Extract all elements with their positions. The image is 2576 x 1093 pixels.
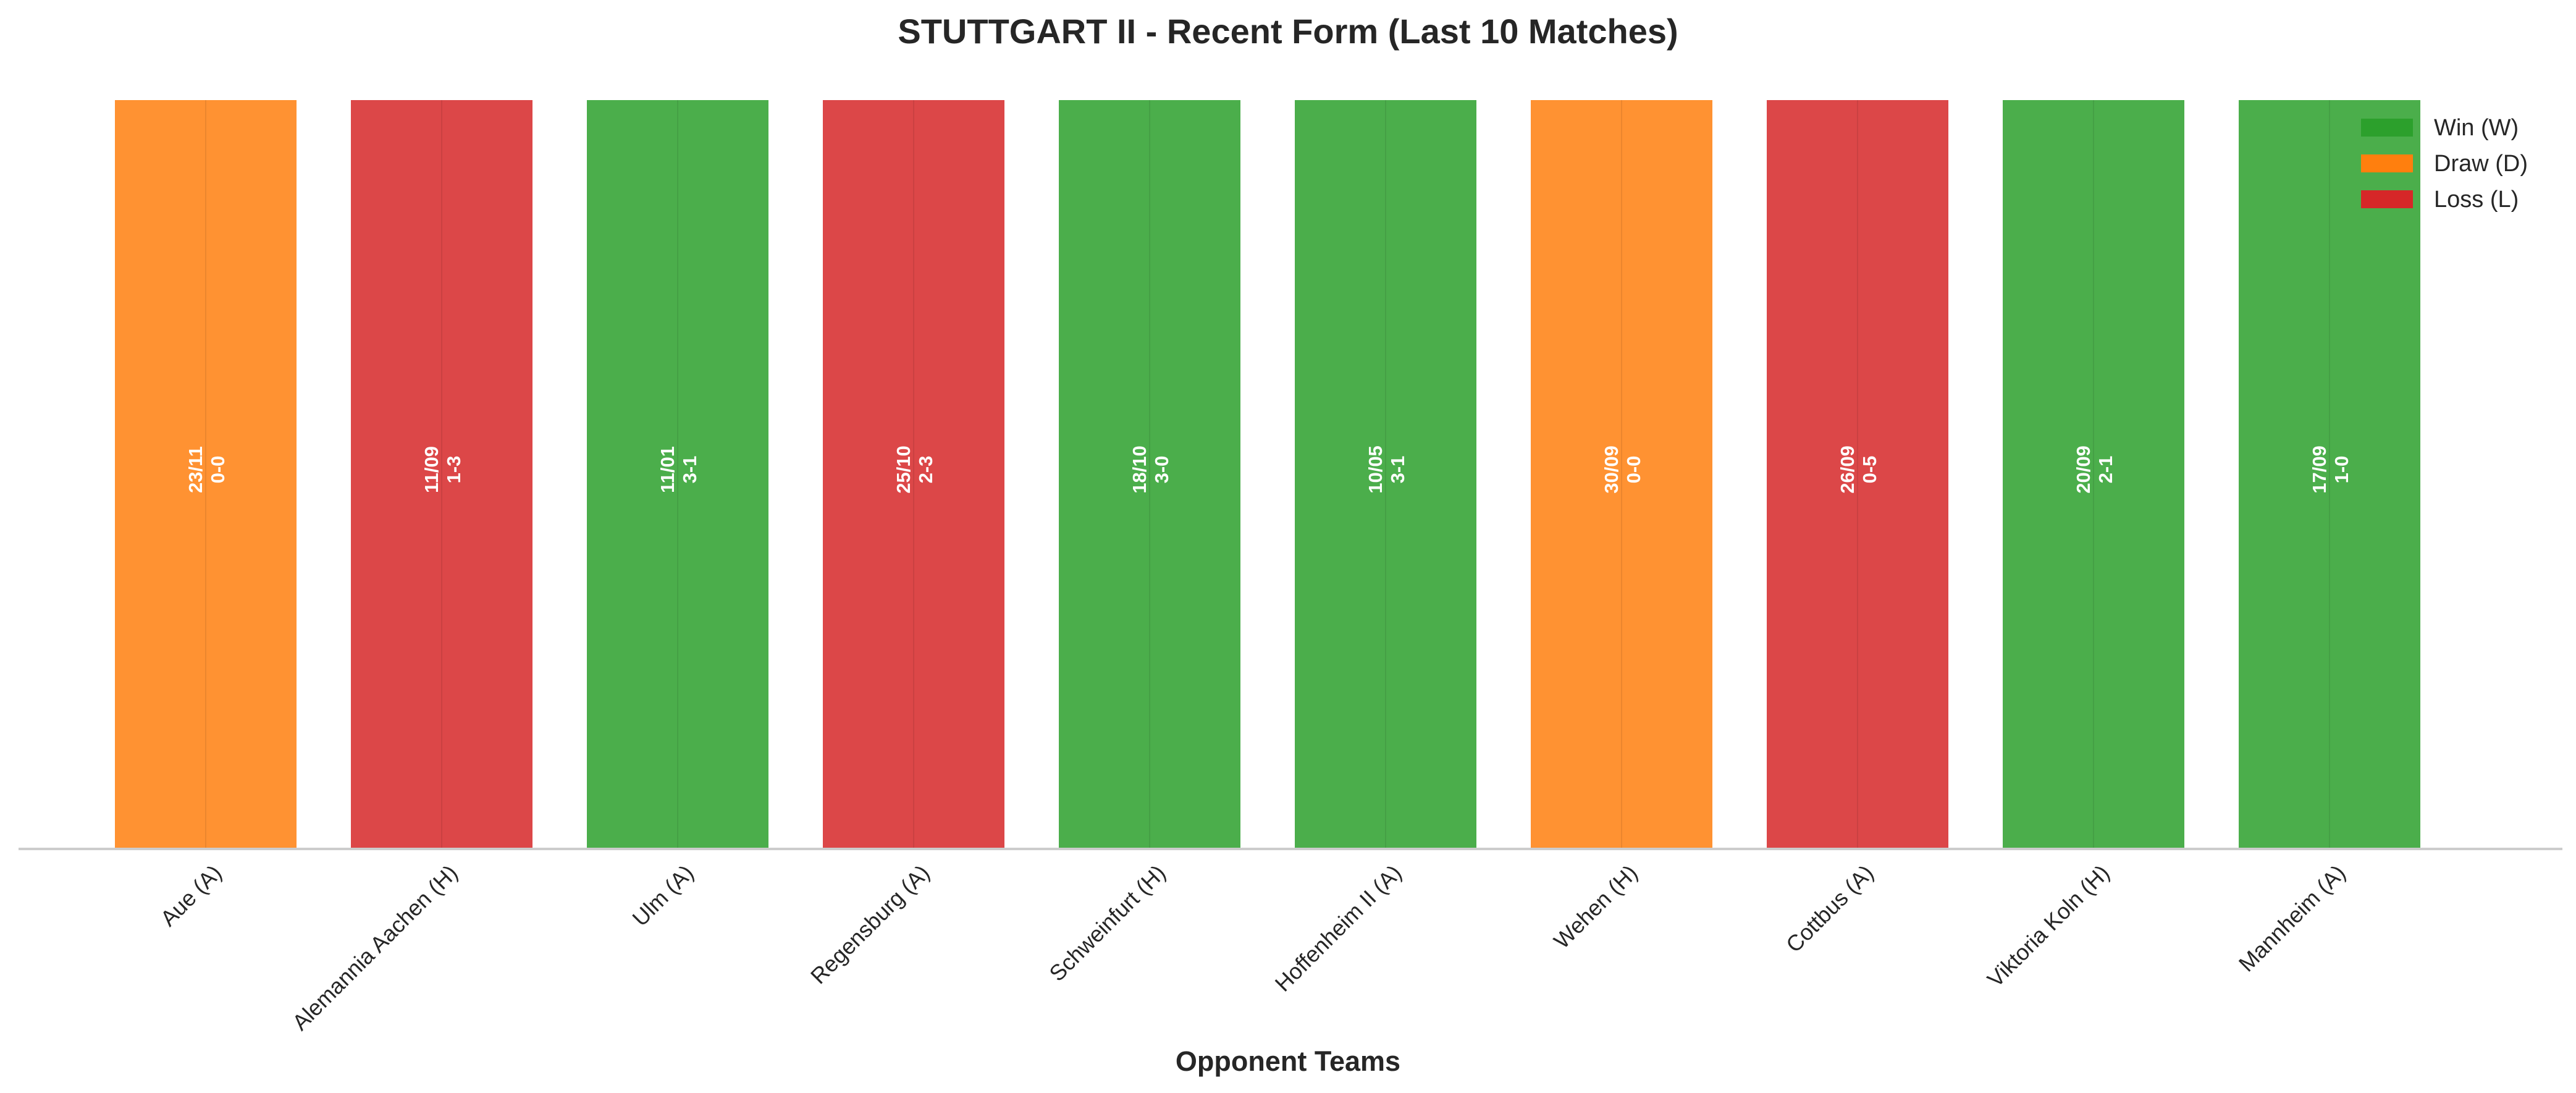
legend-swatch-W: [2361, 119, 2413, 137]
bar-date-label: 23/11: [185, 446, 206, 493]
bar-score-label: 3-0: [1151, 456, 1172, 484]
bar-date-label: 25/10: [893, 445, 914, 494]
bar-label-8: 20/09 2-1: [2073, 445, 2116, 494]
bar-date-label: 20/09: [2073, 445, 2094, 494]
bar-score-label: 1-0: [2331, 456, 2352, 484]
bar-label-6: 30/09 0-0: [1601, 445, 1644, 494]
bar-score-label: 2-1: [2095, 456, 2116, 484]
x-tick-label: Viktoria Koln (H): [1982, 860, 2115, 992]
x-tick-label: Ulm (A): [627, 860, 698, 931]
legend-label: Win (W): [2434, 115, 2519, 141]
bar-label-9: 17/09 1-0: [2309, 445, 2352, 494]
x-tick-label: Hoffenheim II (A): [1270, 860, 1407, 997]
legend-label: Draw (D): [2434, 151, 2528, 177]
bar-date-label: 26/09: [1837, 445, 1858, 494]
bar-label-2: 11/01 3-1: [657, 446, 701, 493]
bar-label-1: 11/09 1-3: [421, 446, 465, 493]
x-tick-label: Regensburg (A): [806, 860, 935, 989]
x-tick-label: Wehen (H): [1549, 860, 1643, 954]
bar-2: [584, 98, 771, 850]
bar-score-label: 3-1: [679, 456, 701, 484]
legend-swatch-D: [2361, 154, 2413, 172]
x-tick-labels: Aue (A) Alemannia Aachen (H) Ulm (A) Regens…: [155, 860, 2350, 1036]
bars-layer: 23/11 0-0 11/09 1-3 11/01 3-1 25/10 2-3 18/10 3-0…: [112, 98, 2423, 850]
bar-label-7: 26/09 0-5: [1837, 445, 1880, 494]
bar-3: [820, 98, 1007, 850]
bar-date-label: 30/09: [1601, 445, 1622, 494]
x-tick-label: Cottbus (A): [1781, 860, 1879, 958]
bar-5: [1292, 98, 1479, 850]
bar-score-label: 0-5: [1859, 456, 1880, 484]
bar-score-label: 2-3: [915, 456, 937, 484]
legend-swatch-L: [2361, 190, 2413, 208]
bar-label-5: 10/05 3-1: [1365, 445, 1408, 494]
bar-date-label: 17/09: [2309, 445, 2330, 494]
chart-title: STUTTGART II - Recent Form (Last 10 Matc…: [898, 12, 1678, 51]
x-tick-label: Schweinfurt (H): [1044, 860, 1170, 986]
bar-date-label: 11/09: [421, 446, 442, 493]
bar-score-label: 3-1: [1387, 456, 1408, 484]
x-tick-label: Aue (A): [155, 860, 226, 931]
bar-4: [1056, 98, 1243, 850]
bar-label-3: 25/10 2-3: [893, 445, 937, 494]
bar-9: [2236, 98, 2423, 850]
bar-score-label: 0-0: [1623, 456, 1644, 484]
bar-date-label: 11/01: [657, 446, 678, 493]
bar-1: [348, 98, 535, 850]
bar-score-label: 1-3: [443, 456, 465, 484]
bar-0: [112, 98, 299, 850]
bar-score-label: 0-0: [207, 456, 229, 484]
x-axis-label: Opponent Teams: [1176, 1045, 1400, 1077]
x-tick-label: Alemannia Aachen (H): [287, 860, 463, 1036]
bar-date-label: 10/05: [1365, 445, 1386, 494]
legend: Win (W) Draw (D) Loss (L): [2361, 115, 2528, 213]
x-tick-label: Mannheim (A): [2234, 860, 2351, 977]
bar-label-0: 23/11 0-0: [185, 446, 229, 493]
bar-date-label: 18/10: [1129, 445, 1150, 494]
bar-label-4: 18/10 3-0: [1129, 445, 1172, 494]
bar-6: [1528, 98, 1715, 850]
legend-label: Loss (L): [2434, 187, 2519, 213]
